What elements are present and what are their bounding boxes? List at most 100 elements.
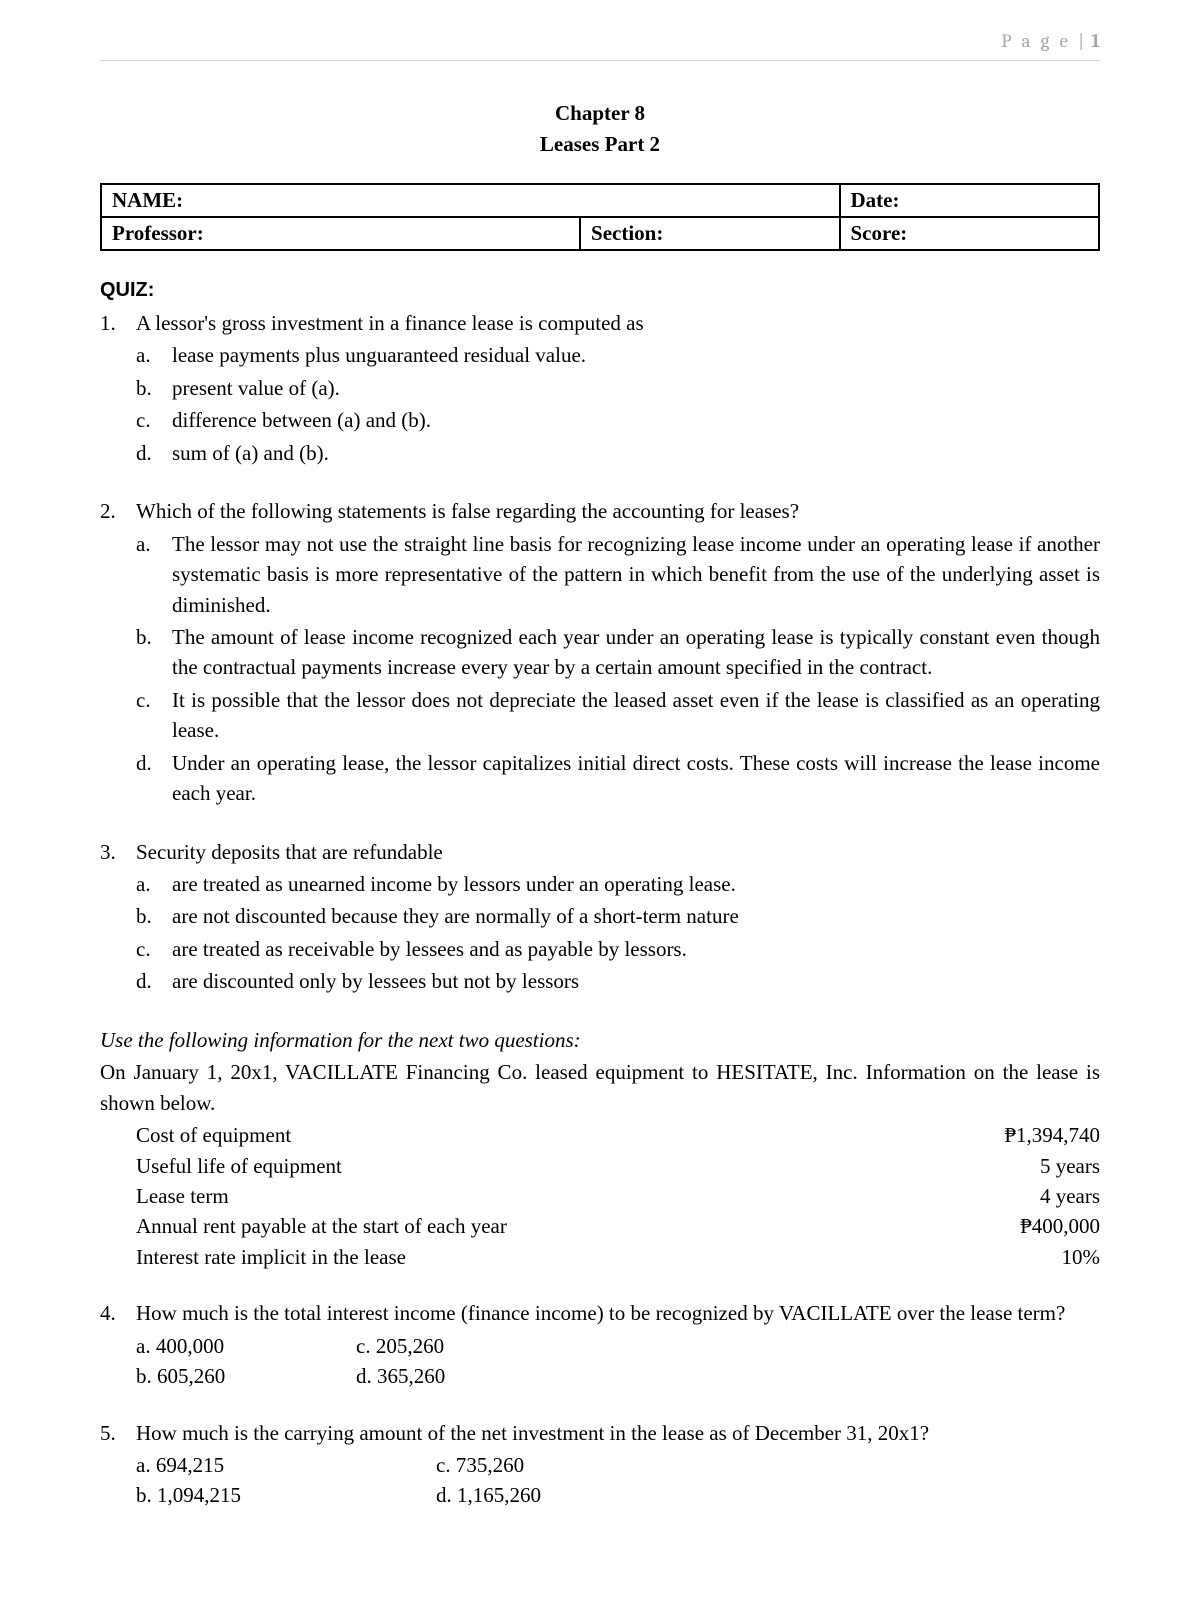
page-number: 1 (1091, 30, 1100, 52)
questions: 1.A lessor's gross investment in a finan… (100, 308, 1100, 999)
option-letter: d. (136, 438, 172, 468)
answer-columns: a. 694,215b. 1,094,215c. 735,260d. 1,165… (136, 1450, 1100, 1511)
option-letter: c. (136, 685, 172, 746)
option-text: lease payments plus unguaranteed residua… (172, 340, 1100, 370)
question-text: How much is the carrying amount of the n… (136, 1418, 1100, 1448)
question-text: Security deposits that are refundable (136, 837, 1100, 867)
data-row: Cost of equipment ₱1,394,740 (100, 1120, 1100, 1150)
option: d.are discounted only by lessees but not… (136, 966, 1100, 996)
questions-2: 4.How much is the total interest income … (100, 1298, 1100, 1511)
answer-option: c. 205,260 (356, 1331, 576, 1361)
page: P a g e | 1 Chapter 8 Leases Part 2 NAME… (0, 0, 1200, 1597)
option-text: Under an operating lease, the lessor cap… (172, 748, 1100, 809)
option-text: It is possible that the lessor does not … (172, 685, 1100, 746)
scenario: Use the following information for the ne… (100, 1025, 1100, 1273)
page-sep: | (1078, 30, 1084, 52)
data-value: 5 years (1040, 1151, 1100, 1181)
option: b.are not discounted because they are no… (136, 901, 1100, 931)
scenario-text: On January 1, 20x1, VACILLATE Financing … (100, 1057, 1100, 1118)
option-letter: a. (136, 340, 172, 370)
question-number: 5. (100, 1418, 136, 1511)
option: a.lease payments plus unguaranteed resid… (136, 340, 1100, 370)
data-row: Interest rate implicit in the lease 10% (100, 1242, 1100, 1272)
data-row: Lease term 4 years (100, 1181, 1100, 1211)
question: 2.Which of the following statements is f… (100, 496, 1100, 810)
answer-option: a. 400,000 (136, 1331, 356, 1361)
data-label: Useful life of equipment (136, 1151, 342, 1181)
option-letter: d. (136, 748, 172, 809)
answer-column: a. 694,215b. 1,094,215 (136, 1450, 356, 1511)
option-letter: c. (136, 934, 172, 964)
scenario-intro: Use the following information for the ne… (100, 1025, 1100, 1055)
data-label: Interest rate implicit in the lease (136, 1242, 406, 1272)
option: d.sum of (a) and (b). (136, 438, 1100, 468)
scenario-data: Cost of equipment₱1,394,740Useful life o… (100, 1120, 1100, 1272)
data-row: Useful life of equipment 5 years (100, 1151, 1100, 1181)
option-letter: c. (136, 405, 172, 435)
answer-column: c. 205,260d. 365,260 (356, 1331, 576, 1392)
option-text: The amount of lease income recognized ea… (172, 622, 1100, 683)
section-cell: Section: (580, 217, 839, 250)
data-value: 10% (1062, 1242, 1101, 1272)
question: 1.A lessor's gross investment in a finan… (100, 308, 1100, 470)
answer-option: c. 735,260 (436, 1450, 656, 1480)
question-number: 4. (100, 1298, 136, 1391)
option: c.It is possible that the lessor does no… (136, 685, 1100, 746)
page-header: P a g e | 1 (100, 30, 1100, 61)
question-text: A lessor's gross investment in a finance… (136, 308, 1100, 338)
question-text: How much is the total interest income (f… (136, 1298, 1100, 1328)
chapter-subtitle: Leases Part 2 (100, 132, 1100, 157)
option-letter: b. (136, 373, 172, 403)
data-row: Annual rent payable at the start of each… (100, 1211, 1100, 1241)
answer-option: b. 1,094,215 (136, 1480, 356, 1510)
option-text: are discounted only by lessees but not b… (172, 966, 1100, 996)
question-number: 1. (100, 308, 136, 470)
answer-option: d. 365,260 (356, 1361, 576, 1391)
page-label: P a g e (1001, 30, 1071, 52)
data-value: 4 years (1040, 1181, 1100, 1211)
answer-column: a. 400,000b. 605,260 (136, 1331, 356, 1392)
option: d.Under an operating lease, the lessor c… (136, 748, 1100, 809)
option-text: present value of (a). (172, 373, 1100, 403)
date-cell: Date: (840, 184, 1100, 217)
data-label: Annual rent payable at the start of each… (136, 1211, 507, 1241)
score-cell: Score: (840, 217, 1100, 250)
option-text: sum of (a) and (b). (172, 438, 1100, 468)
option: c.difference between (a) and (b). (136, 405, 1100, 435)
question: 5.How much is the carrying amount of the… (100, 1418, 1100, 1511)
question-number: 2. (100, 496, 136, 810)
option-text: are treated as receivable by lessees and… (172, 934, 1100, 964)
answer-column: c. 735,260d. 1,165,260 (356, 1450, 656, 1511)
data-value: ₱1,394,740 (1004, 1120, 1100, 1150)
option-text: are treated as unearned income by lessor… (172, 869, 1100, 899)
answer-option: a. 694,215 (136, 1450, 356, 1480)
option-letter: b. (136, 901, 172, 931)
info-table: NAME: Date: Professor: Section: Score: (100, 183, 1100, 251)
name-cell: NAME: (101, 184, 840, 217)
option-letter: b. (136, 622, 172, 683)
answer-option: d. 1,165,260 (436, 1480, 656, 1510)
option: a.are treated as unearned income by less… (136, 869, 1100, 899)
option-letter: a. (136, 869, 172, 899)
professor-cell: Professor: (101, 217, 580, 250)
option-letter: a. (136, 529, 172, 620)
option-text: difference between (a) and (b). (172, 405, 1100, 435)
option-text: The lessor may not use the straight line… (172, 529, 1100, 620)
option-letter: d. (136, 966, 172, 996)
question: 3.Security deposits that are refundablea… (100, 837, 1100, 999)
data-value: ₱400,000 (1020, 1211, 1100, 1241)
question-text: Which of the following statements is fal… (136, 496, 1100, 526)
option: a.The lessor may not use the straight li… (136, 529, 1100, 620)
option-text: are not discounted because they are norm… (172, 901, 1100, 931)
answer-columns: a. 400,000b. 605,260c. 205,260d. 365,260 (136, 1331, 1100, 1392)
chapter-title: Chapter 8 (100, 101, 1100, 126)
quiz-label: QUIZ: (100, 279, 1100, 302)
data-label: Cost of equipment (136, 1120, 291, 1150)
answer-option: b. 605,260 (136, 1361, 356, 1391)
option: c.are treated as receivable by lessees a… (136, 934, 1100, 964)
data-label: Lease term (136, 1181, 229, 1211)
question: 4.How much is the total interest income … (100, 1298, 1100, 1391)
option: b.The amount of lease income recognized … (136, 622, 1100, 683)
option: b.present value of (a). (136, 373, 1100, 403)
question-number: 3. (100, 837, 136, 999)
